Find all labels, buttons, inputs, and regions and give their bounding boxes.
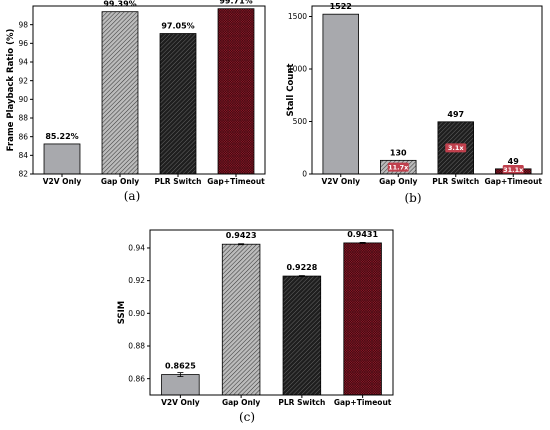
ratio-badge-3 xyxy=(445,143,467,153)
value-label-1: 85.22% xyxy=(45,132,78,141)
value-label-4: 0.9431 xyxy=(347,230,378,239)
value-label-3: 0.9228 xyxy=(286,263,317,272)
bar-1 xyxy=(43,143,81,175)
plot-frame xyxy=(32,5,266,175)
category-label-1: V2V Only xyxy=(43,177,82,186)
panel-label: (c) xyxy=(239,410,255,424)
y-tick-label-3: 1000 xyxy=(288,65,307,74)
y-tick-label-2: 84 xyxy=(18,151,28,160)
y-tick-label-1: 82 xyxy=(18,170,28,179)
y-tick-label-5: 90 xyxy=(18,95,28,104)
bar-4 xyxy=(217,8,255,175)
bar-1 xyxy=(161,374,200,396)
value-label-3: 97.05% xyxy=(161,22,194,31)
value-label-3: 497 xyxy=(447,110,464,119)
panel-label: (b) xyxy=(404,191,421,205)
category-label-4: Gap+Timeout xyxy=(484,177,542,186)
y-axis-label: Frame Playback Ratio (%) xyxy=(6,29,16,152)
category-label-1: V2V Only xyxy=(161,398,200,407)
value-label-1: 0.8625 xyxy=(165,362,196,371)
y-tick-label-4: 1500 xyxy=(288,12,307,21)
category-label-3: PLR Switch xyxy=(432,177,479,186)
y-tick-label-4: 0.92 xyxy=(128,276,145,285)
category-label-3: PLR Switch xyxy=(155,177,202,186)
ratio-label-4: 31.1x xyxy=(503,166,524,174)
y-tick-label-7: 94 xyxy=(18,58,28,67)
value-label-2: 99.39% xyxy=(103,0,136,9)
y-axis-label: Stall Count xyxy=(286,64,296,117)
ratio-badge-4 xyxy=(502,165,524,174)
ratio-label-2: 11.7x xyxy=(388,163,409,171)
ratio-label-3: 3.1x xyxy=(448,144,465,152)
value-label-2: 0.9423 xyxy=(226,231,257,240)
chart-panel-3: 0.8625 V2V Only 0.9423 Gap Only 0.9228 PLR Sw… xyxy=(117,229,394,424)
category-label-4: Gap+Timeout xyxy=(334,398,392,407)
y-tick-label-2: 0.88 xyxy=(128,342,145,351)
chart-panel-1: 85.22% V2V Only 99.39% Gap Only 97.05% PLR Sw… xyxy=(6,0,266,203)
value-label-4: 99.71% xyxy=(219,0,252,6)
plot-frame xyxy=(311,5,543,175)
category-label-2: Gap Only xyxy=(222,398,260,407)
category-label-1: V2V Only xyxy=(321,177,360,186)
ratio-badge-2 xyxy=(387,162,409,172)
bar-3 xyxy=(282,275,322,396)
category-label-3: PLR Switch xyxy=(278,398,325,407)
y-tick-label-6: 92 xyxy=(18,76,28,85)
value-label-2: 130 xyxy=(390,148,407,157)
y-tick-label-3: 86 xyxy=(18,132,28,141)
category-label-2: Gap Only xyxy=(379,177,417,186)
bar-3 xyxy=(159,33,197,175)
y-tick-label-2: 500 xyxy=(293,117,308,126)
y-tick-label-1: 0.86 xyxy=(128,374,145,383)
category-label-4: Gap+Timeout xyxy=(207,177,265,186)
y-tick-label-3: 0.90 xyxy=(128,309,145,318)
y-axis-label: SSIM xyxy=(117,301,127,324)
bar-2 xyxy=(221,243,261,396)
chart-panel-2: 1522 V2V Only 130 11.7x Gap Only 497 3.1x PLR S… xyxy=(286,2,543,205)
chart-panels: 85.22% V2V Only 99.39% Gap Only 97.05% PLR Sw… xyxy=(6,0,543,424)
value-label-4: 49 xyxy=(508,157,520,166)
y-tick-label-5: 0.94 xyxy=(128,244,145,253)
panel-label: (a) xyxy=(124,189,141,203)
bar-4 xyxy=(343,242,382,396)
y-tick-label-1: 0 xyxy=(302,170,307,179)
bar-2 xyxy=(101,11,139,175)
y-tick-label-8: 96 xyxy=(18,39,28,48)
bar-1 xyxy=(322,13,359,175)
y-tick-label-4: 88 xyxy=(18,114,28,123)
value-label-1: 1522 xyxy=(330,2,352,11)
category-label-2: Gap Only xyxy=(101,177,139,186)
plot-frame xyxy=(149,229,394,396)
y-tick-label-9: 98 xyxy=(18,20,28,29)
